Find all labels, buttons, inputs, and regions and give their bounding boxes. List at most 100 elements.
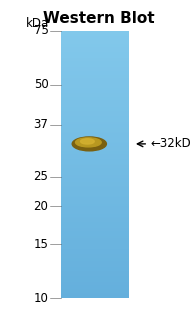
Bar <box>61 83 129 84</box>
Bar <box>61 148 129 149</box>
Bar <box>61 111 129 112</box>
Bar <box>61 270 129 271</box>
Bar <box>61 81 129 82</box>
Bar <box>61 193 129 194</box>
Bar <box>61 44 129 45</box>
Bar <box>61 219 129 220</box>
Bar <box>61 159 129 160</box>
Bar <box>61 269 129 270</box>
Bar <box>61 33 129 34</box>
Bar <box>61 227 129 228</box>
Bar <box>61 146 129 147</box>
Bar <box>61 117 129 118</box>
Bar <box>61 259 129 260</box>
Bar <box>61 174 129 175</box>
Bar <box>61 101 129 102</box>
Bar <box>61 272 129 273</box>
Bar <box>61 192 129 193</box>
Bar <box>61 210 129 211</box>
Bar <box>61 277 129 278</box>
Bar <box>61 93 129 94</box>
Bar <box>61 196 129 197</box>
Bar <box>61 283 129 284</box>
Bar <box>61 74 129 75</box>
Bar <box>61 134 129 135</box>
Bar <box>61 63 129 64</box>
Bar <box>61 285 129 286</box>
Bar <box>61 108 129 109</box>
Bar <box>61 178 129 179</box>
Bar <box>61 99 129 100</box>
Bar <box>61 213 129 214</box>
Bar <box>61 53 129 54</box>
Bar <box>61 110 129 111</box>
Bar <box>61 82 129 83</box>
Bar <box>61 234 129 235</box>
Bar <box>61 294 129 295</box>
Bar <box>61 43 129 44</box>
Bar <box>61 225 129 226</box>
Bar <box>61 280 129 281</box>
Text: Western Blot: Western Blot <box>43 11 155 26</box>
Bar <box>61 295 129 296</box>
Bar <box>61 222 129 223</box>
Bar <box>61 102 129 103</box>
Bar <box>61 182 129 183</box>
Bar <box>61 180 129 181</box>
Bar <box>61 54 129 55</box>
Bar <box>61 116 129 117</box>
Bar <box>61 34 129 35</box>
Bar <box>61 175 129 176</box>
Bar <box>61 155 129 156</box>
Bar <box>61 106 129 107</box>
Bar <box>61 264 129 265</box>
Bar <box>61 154 129 155</box>
Bar <box>61 236 129 237</box>
Bar <box>61 279 129 280</box>
Bar <box>61 68 129 69</box>
Bar <box>61 126 129 127</box>
Bar <box>61 135 129 136</box>
Text: 25: 25 <box>34 170 48 183</box>
Bar <box>61 98 129 99</box>
Bar <box>61 273 129 274</box>
Bar <box>61 31 129 32</box>
Bar <box>61 268 129 269</box>
Bar <box>61 107 129 108</box>
Bar <box>61 38 129 39</box>
Bar <box>61 292 129 293</box>
Bar <box>61 205 129 206</box>
Bar <box>61 75 129 76</box>
Bar <box>61 251 129 252</box>
Bar <box>61 247 129 248</box>
Bar <box>61 70 129 71</box>
Bar <box>61 220 129 221</box>
Bar <box>61 76 129 77</box>
Bar <box>61 179 129 180</box>
Bar <box>61 188 129 189</box>
Bar <box>61 230 129 231</box>
Bar <box>61 64 129 65</box>
Bar <box>61 130 129 131</box>
Bar <box>61 293 129 294</box>
Bar <box>61 244 129 245</box>
Bar <box>61 199 129 200</box>
Bar <box>61 214 129 215</box>
Bar <box>61 201 129 202</box>
Bar <box>61 87 129 88</box>
Bar <box>61 260 129 261</box>
Bar <box>61 35 129 36</box>
Bar <box>61 187 129 188</box>
Bar <box>61 290 129 291</box>
Text: 50: 50 <box>34 78 48 91</box>
Bar <box>61 233 129 234</box>
Bar <box>61 169 129 170</box>
Bar <box>61 276 129 277</box>
Bar <box>61 206 129 207</box>
Bar <box>61 67 129 68</box>
Bar <box>61 40 129 41</box>
Bar <box>61 257 129 258</box>
Bar <box>61 37 129 38</box>
Bar <box>61 216 129 217</box>
Bar <box>61 62 129 63</box>
